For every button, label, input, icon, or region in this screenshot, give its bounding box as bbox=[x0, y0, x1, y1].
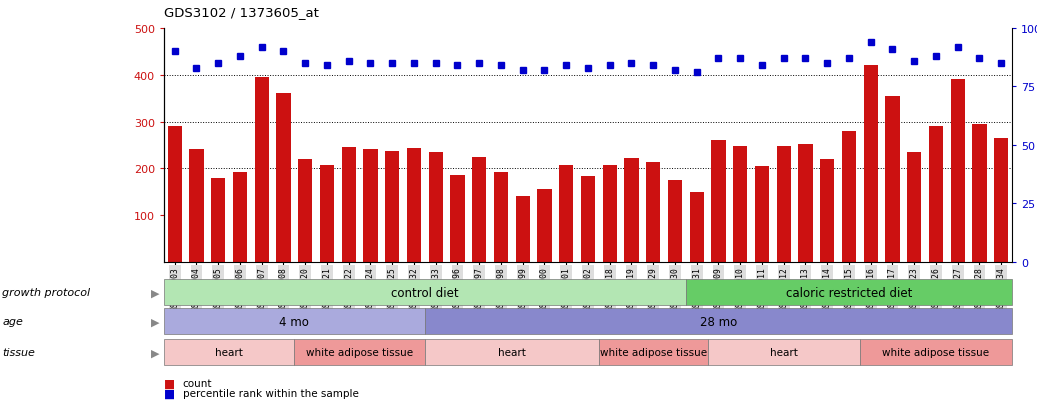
Text: growth protocol: growth protocol bbox=[2, 287, 90, 298]
Bar bbox=[363, 150, 377, 262]
Text: white adipose tissue: white adipose tissue bbox=[599, 347, 707, 358]
Bar bbox=[255, 78, 269, 262]
Bar bbox=[450, 176, 465, 262]
Bar bbox=[602, 165, 617, 262]
Bar bbox=[886, 97, 899, 262]
Bar bbox=[685, 280, 1012, 306]
Bar bbox=[929, 127, 943, 262]
Bar bbox=[973, 125, 986, 262]
Bar bbox=[646, 163, 661, 262]
Bar bbox=[168, 127, 181, 262]
Text: heart: heart bbox=[769, 347, 797, 358]
Bar bbox=[559, 166, 573, 262]
Text: heart: heart bbox=[498, 347, 526, 358]
Bar bbox=[428, 153, 443, 262]
Bar bbox=[624, 158, 639, 262]
Bar bbox=[385, 152, 399, 262]
Text: ■: ■ bbox=[164, 387, 175, 400]
Bar bbox=[842, 132, 857, 262]
Bar bbox=[341, 147, 356, 262]
Bar bbox=[472, 157, 486, 262]
Text: white adipose tissue: white adipose tissue bbox=[882, 347, 989, 358]
Bar bbox=[798, 144, 813, 262]
Bar bbox=[425, 339, 598, 366]
Bar bbox=[777, 147, 791, 262]
Bar bbox=[820, 159, 835, 262]
Bar bbox=[860, 339, 1012, 366]
Bar bbox=[994, 139, 1008, 262]
Bar bbox=[907, 152, 921, 262]
Bar bbox=[537, 190, 552, 262]
Text: tissue: tissue bbox=[2, 347, 35, 358]
Bar bbox=[864, 66, 877, 262]
Bar bbox=[233, 172, 247, 262]
Bar bbox=[164, 280, 685, 306]
Bar bbox=[190, 150, 203, 262]
Text: percentile rank within the sample: percentile rank within the sample bbox=[183, 388, 359, 398]
Bar bbox=[164, 339, 295, 366]
Bar bbox=[515, 197, 530, 262]
Bar bbox=[299, 159, 312, 262]
Text: ▶: ▶ bbox=[151, 287, 160, 298]
Bar bbox=[733, 147, 748, 262]
Bar bbox=[407, 149, 421, 262]
Bar bbox=[598, 339, 707, 366]
Bar bbox=[212, 178, 225, 262]
Text: 28 mo: 28 mo bbox=[700, 315, 737, 328]
Bar bbox=[668, 180, 682, 262]
Text: white adipose tissue: white adipose tissue bbox=[306, 347, 413, 358]
Text: heart: heart bbox=[215, 347, 243, 358]
Bar bbox=[581, 176, 595, 262]
Text: 4 mo: 4 mo bbox=[279, 315, 309, 328]
Text: count: count bbox=[183, 378, 212, 388]
Bar bbox=[951, 80, 964, 262]
Bar bbox=[494, 172, 508, 262]
Bar bbox=[425, 309, 1012, 335]
Bar bbox=[711, 141, 726, 262]
Text: ▶: ▶ bbox=[151, 316, 160, 327]
Text: ■: ■ bbox=[164, 377, 175, 390]
Bar bbox=[164, 309, 425, 335]
Text: age: age bbox=[2, 316, 23, 327]
Bar bbox=[277, 93, 290, 262]
Bar bbox=[319, 166, 334, 262]
Text: GDS3102 / 1373605_at: GDS3102 / 1373605_at bbox=[164, 6, 318, 19]
Bar bbox=[690, 193, 704, 262]
Bar bbox=[755, 167, 769, 262]
Bar bbox=[295, 339, 425, 366]
Text: ▶: ▶ bbox=[151, 347, 160, 358]
Text: control diet: control diet bbox=[391, 286, 458, 299]
Bar bbox=[707, 339, 860, 366]
Text: caloric restricted diet: caloric restricted diet bbox=[786, 286, 913, 299]
